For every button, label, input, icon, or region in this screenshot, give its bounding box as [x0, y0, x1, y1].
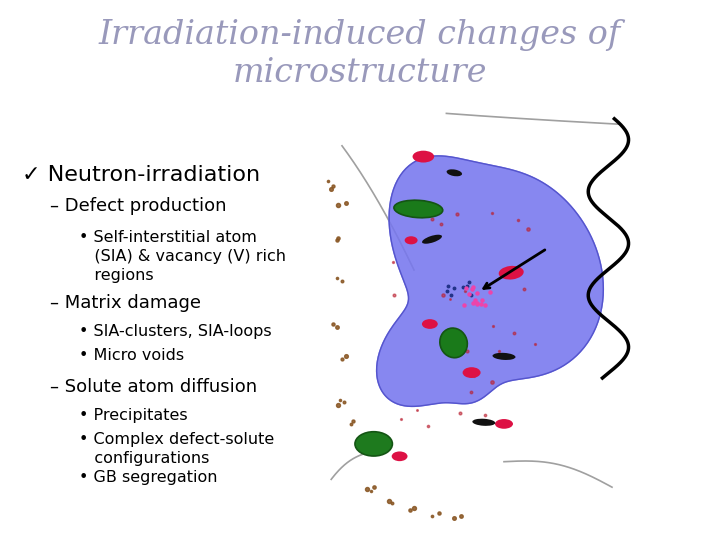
Ellipse shape — [472, 418, 495, 426]
Text: – Defect production: – Defect production — [50, 197, 227, 215]
Text: • Micro voids: • Micro voids — [79, 348, 184, 363]
Ellipse shape — [495, 419, 513, 429]
Ellipse shape — [422, 319, 438, 329]
Ellipse shape — [392, 451, 408, 461]
Ellipse shape — [355, 432, 392, 456]
Ellipse shape — [446, 170, 462, 176]
Text: • GB segregation: • GB segregation — [79, 470, 217, 485]
Text: – Matrix damage: – Matrix damage — [50, 294, 202, 312]
Text: • Self-interstitial atom
   (SIA) & vacancy (V) rich
   regions: • Self-interstitial atom (SIA) & vacancy… — [79, 230, 287, 283]
Text: – Solute atom diffusion: – Solute atom diffusion — [50, 378, 258, 396]
Text: • Precipitates: • Precipitates — [79, 408, 188, 423]
Text: • Complex defect-solute
   configurations: • Complex defect-solute configurations — [79, 432, 274, 466]
Ellipse shape — [440, 328, 467, 357]
Ellipse shape — [405, 236, 418, 244]
Ellipse shape — [499, 266, 523, 280]
Ellipse shape — [463, 367, 481, 378]
Text: microstructure: microstructure — [233, 57, 487, 89]
Text: Irradiation-induced changes of: Irradiation-induced changes of — [99, 19, 621, 51]
Text: ✓ Neutron-irradiation: ✓ Neutron-irradiation — [22, 165, 260, 185]
Text: • SIA-clusters, SIA-loops: • SIA-clusters, SIA-loops — [79, 324, 272, 339]
Ellipse shape — [422, 235, 442, 244]
Ellipse shape — [394, 200, 443, 218]
Polygon shape — [377, 156, 603, 407]
Ellipse shape — [492, 353, 516, 360]
Ellipse shape — [413, 151, 434, 163]
